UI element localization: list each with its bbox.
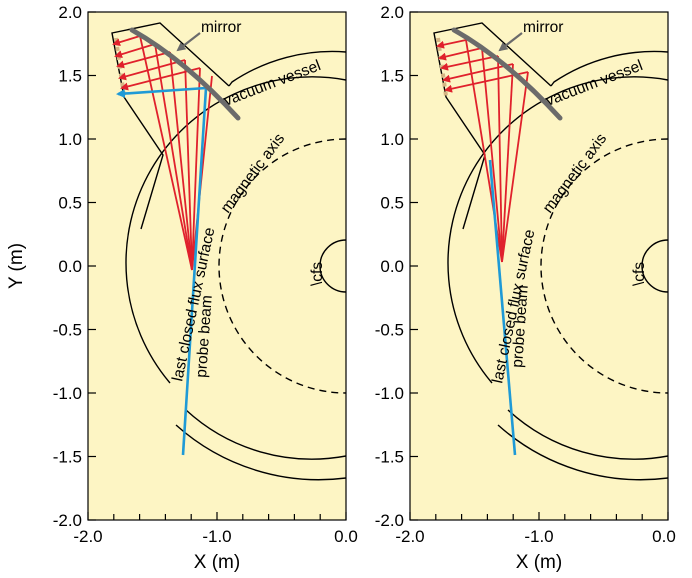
left-panel: 2.0 1.5 1.0 0.5 0.0 -0.5 -1.0 -1.5 -2.0 … (6, 3, 358, 573)
left-y-tick-label: 1.0 (58, 130, 82, 149)
left-y-tick-label: -1.0 (53, 384, 82, 403)
left-y-tick-label: -0.5 (53, 321, 82, 340)
right-y-tick-label: 1.0 (380, 130, 404, 149)
right-y-tick-label: 0.0 (380, 257, 404, 276)
probe-beam-label: probe beam (193, 295, 216, 379)
right-x-tick-label: 0.0 (652, 527, 676, 546)
right-y-tick-label: -1.5 (375, 448, 404, 467)
left-y-tick-label: 1.5 (58, 67, 82, 86)
last-closed-flux-surface (125, 76, 346, 384)
right-panel-frame (409, 11, 669, 521)
right-mirror-pointer (498, 32, 523, 52)
right-red-rays (436, 39, 529, 263)
right-x-tick-label: -2.0 (395, 527, 424, 546)
left-y-tick-label: 0.0 (58, 257, 82, 276)
left-x-axis-title: X (m) (194, 552, 240, 573)
vacuum-vessel-outline (228, 50, 346, 87)
vessel-lower-arc-outer (497, 424, 668, 481)
right-y-tick-label: 0.5 (380, 194, 404, 213)
lcfs-short-label: \cfs (309, 262, 326, 286)
vessel-lower-arc-outer (175, 424, 346, 481)
magnetic-axis-circle (218, 138, 346, 394)
probe-beam-label: probe beam (509, 285, 532, 369)
right-y-tick-label: -1.0 (375, 384, 404, 403)
left-y-tick-label: -1.5 (53, 448, 82, 467)
right-x-ticks (409, 512, 669, 520)
left-y-tick-label: 2.0 (58, 3, 82, 22)
last-closed-flux-surface (447, 76, 668, 384)
left-mirror-pointer (176, 32, 201, 52)
left-x-tick-label: -1.0 (202, 527, 231, 546)
right-x-tick-label: -1.0 (524, 527, 553, 546)
right-y-tick-label: -0.5 (375, 321, 404, 340)
left-y-tick-label: -2.0 (53, 511, 82, 530)
right-y-tick-label: 2.0 (380, 3, 404, 22)
right-y-ticks (410, 11, 418, 521)
vessel-lower-arc-inner (507, 409, 668, 460)
mirror-label: mirror (523, 19, 563, 36)
vessel-lower-arc-inner (185, 409, 346, 460)
right-panel: 2.0 1.5 1.0 0.5 0.0 -0.5 -1.0 -1.5 -2.0 … (375, 3, 676, 573)
magnetic-axis-circle (540, 138, 668, 394)
left-x-ticks (87, 512, 347, 520)
vacuum-vessel-outline (550, 50, 668, 87)
left-x-tick-label: 0.0 (334, 527, 358, 546)
core-flux-surface (319, 239, 346, 293)
right-y-tick-label: -2.0 (375, 511, 404, 530)
left-red-rays (112, 35, 213, 271)
left-y-tick-label: 0.5 (58, 194, 82, 213)
right-mirror (451, 27, 563, 121)
lcfs-short-label: \cfs (631, 262, 648, 286)
right-x-axis-title: X (m) (516, 552, 562, 573)
left-mirror (129, 27, 241, 121)
right-probe-beam (488, 159, 517, 456)
y-axis-title: Y (m) (6, 243, 27, 289)
mirror-label: mirror (201, 19, 241, 36)
core-flux-surface (641, 239, 668, 293)
left-y-ticks (88, 11, 96, 521)
right-y-tick-label: 1.5 (380, 67, 404, 86)
left-probe-beam (116, 86, 208, 456)
left-panel-frame (87, 11, 347, 521)
left-x-tick-label: -2.0 (73, 527, 102, 546)
